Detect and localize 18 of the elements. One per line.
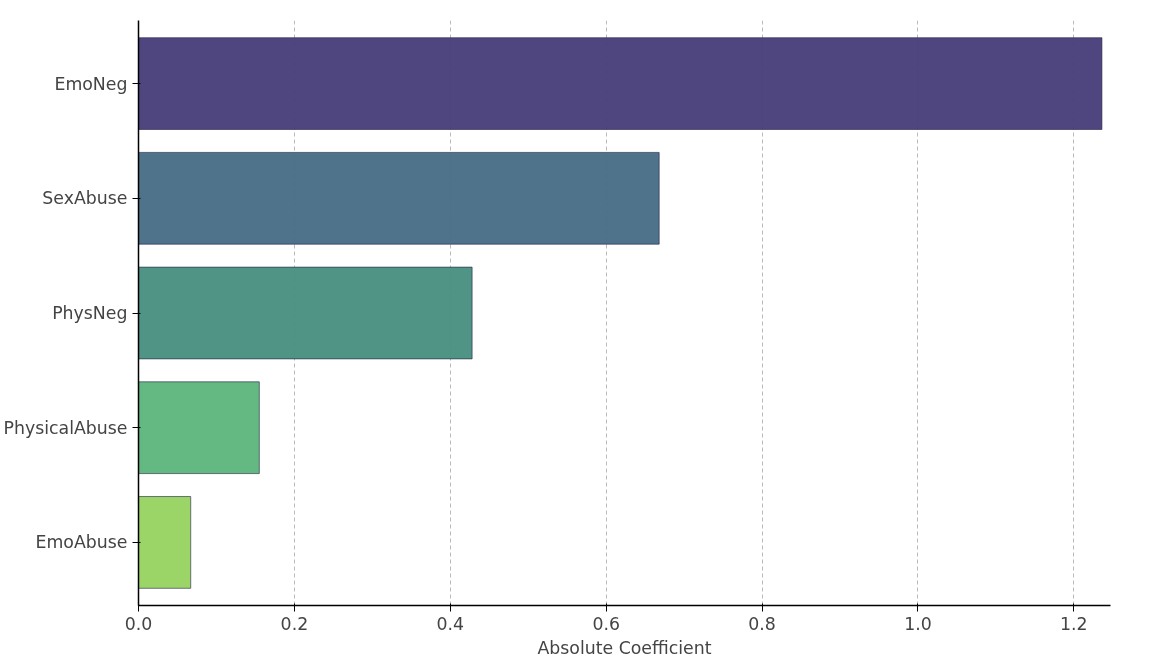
y-tick-label: SexAbuse	[42, 188, 128, 209]
x-tick-label: 1.2	[1060, 613, 1088, 634]
y-tick-label: PhysNeg	[52, 303, 128, 323]
x-tick-label: 0.0	[124, 613, 153, 634]
x-tick-label: 0.4	[436, 613, 465, 634]
x-tick-label: 0.8	[748, 613, 776, 634]
bar	[138, 381, 260, 475]
bar	[138, 37, 1103, 130]
x-axis-title: Absolute Coefficient	[537, 637, 712, 658]
y-tick-label: PhysicalAbuse	[3, 417, 128, 438]
x-tick-label: 0.2	[280, 613, 309, 634]
y-tick-label: EmoAbuse	[35, 532, 128, 553]
bar	[138, 151, 660, 245]
bar	[138, 266, 473, 360]
y-tick-label: EmoNeg	[54, 73, 128, 94]
x-tick-label: 1.0	[904, 613, 932, 634]
bar	[138, 496, 192, 589]
x-tick-label: 0.6	[592, 613, 620, 634]
